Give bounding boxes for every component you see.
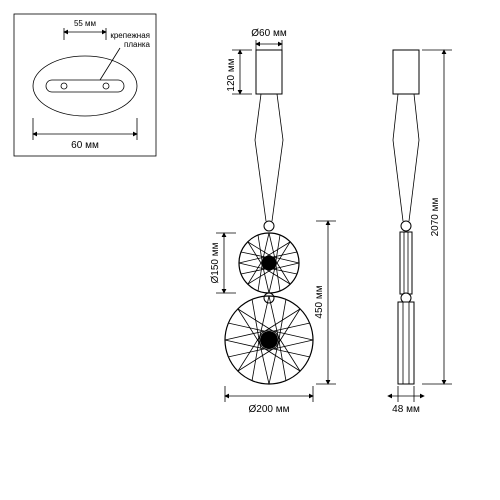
total-height-label: 2070 мм bbox=[430, 197, 441, 236]
disc-large bbox=[225, 296, 313, 384]
disc-small-dia-label: Ø150 мм bbox=[210, 242, 221, 283]
disc-small bbox=[239, 233, 299, 293]
disc-large-dia-label: Ø200 мм bbox=[249, 404, 290, 415]
canopy-dia-label: Ø60 мм bbox=[251, 28, 287, 39]
side-canopy bbox=[393, 50, 419, 94]
drop-label: 450 мм bbox=[314, 285, 325, 318]
inset-box: 55 мм крепежная планка 60 мм bbox=[14, 14, 156, 156]
side-view: 2070 мм 48 мм bbox=[388, 50, 452, 415]
inset-plate-label-l2: планка bbox=[124, 40, 151, 49]
inset-plate-label-l1: крепежная bbox=[110, 31, 150, 40]
inset-bottom-dim: 60 мм bbox=[71, 140, 99, 151]
diagram-canvas: 55 мм крепежная планка 60 мм Ø60 мм 120 … bbox=[0, 0, 500, 500]
front-canopy bbox=[256, 50, 282, 94]
front-view: Ø60 мм 120 мм bbox=[210, 28, 336, 415]
thickness-label: 48 мм bbox=[392, 404, 420, 415]
inset-top-dim: 55 мм bbox=[74, 19, 96, 28]
canopy-height-label: 120 мм bbox=[226, 58, 237, 91]
